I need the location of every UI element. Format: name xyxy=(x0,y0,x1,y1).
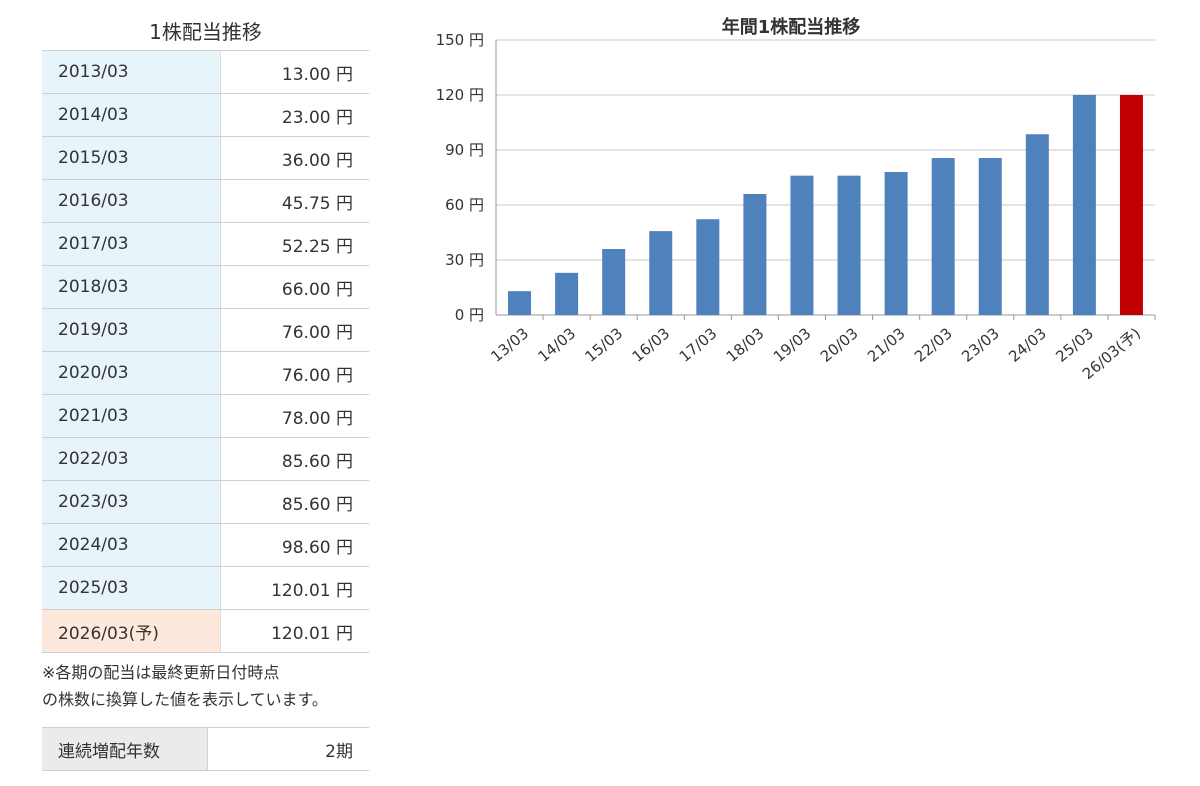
period-cell: 2020/03 xyxy=(42,351,221,395)
streak-table: 連続増配年数 2期 xyxy=(42,727,369,771)
x-tick-label: 15/03 xyxy=(582,324,627,366)
x-tick-label: 21/03 xyxy=(864,324,909,366)
y-tick-label: 60 円 xyxy=(445,196,484,214)
x-tick-label: 22/03 xyxy=(911,324,956,366)
dividend-value-cell: 76.00 円 xyxy=(220,308,369,352)
x-tick-label: 20/03 xyxy=(817,324,862,366)
dividend-bar xyxy=(884,172,908,315)
period-cell: 2022/03 xyxy=(42,437,221,481)
period-cell: 2014/03 xyxy=(42,93,221,137)
dividend-value-cell: 120.01 円 xyxy=(220,609,369,653)
dividend-bar xyxy=(837,175,861,315)
dividend-bar xyxy=(790,175,814,315)
y-tick-labels: 0 円 30 円 60 円 90 円 120 円 150 円 xyxy=(436,31,484,324)
table-row: 2023/03 85.60 円 xyxy=(42,480,369,524)
dividend-value-cell: 23.00 円 xyxy=(220,93,369,137)
dividend-bar xyxy=(696,219,720,315)
chart-title: 年間1株配当推移 xyxy=(722,16,861,38)
table-row: 2016/03 45.75 円 xyxy=(42,179,369,223)
x-tick-label: 16/03 xyxy=(629,324,674,366)
dividend-table-panel: 1株配当推移 2013/03 13.00 円 2014/03 23.00 円 2015/… xyxy=(42,10,369,713)
dividend-bar xyxy=(931,158,955,315)
table-row: 2022/03 85.60 円 xyxy=(42,437,369,481)
dividend-value-cell: 13.00 円 xyxy=(220,50,369,94)
table-row: 2013/03 13.00 円 xyxy=(42,50,369,94)
period-cell: 2023/03 xyxy=(42,480,221,524)
dividend-chart: 年間1株配当推移 0 円 30 円 60 円 90 円 120 円 150 円 13/03… xyxy=(380,0,1180,420)
y-tick-label: 150 円 xyxy=(436,31,484,49)
period-cell: 2019/03 xyxy=(42,308,221,352)
x-tick-label: 13/03 xyxy=(487,324,532,366)
period-cell: 2017/03 xyxy=(42,222,221,266)
dividend-value-cell: 45.75 円 xyxy=(220,179,369,223)
dividend-value-cell: 36.00 円 xyxy=(220,136,369,180)
dividend-bar xyxy=(649,231,673,315)
period-cell: 2018/03 xyxy=(42,265,221,309)
period-cell: 2026/03(予) xyxy=(42,609,221,653)
y-tick-label: 30 円 xyxy=(445,251,484,269)
dividend-value-cell: 120.01 円 xyxy=(220,566,369,610)
dividend-bar xyxy=(743,194,767,315)
streak-label: 連続増配年数 xyxy=(42,727,208,771)
table-row: 2018/03 66.00 円 xyxy=(42,265,369,309)
x-tick-label: 23/03 xyxy=(958,324,1003,366)
chart-svg: 年間1株配当推移 0 円 30 円 60 円 90 円 120 円 150 円 13/03… xyxy=(436,16,1156,383)
dividend-value-cell: 98.60 円 xyxy=(220,523,369,567)
period-cell: 2015/03 xyxy=(42,136,221,180)
dividend-value-cell: 66.00 円 xyxy=(220,265,369,309)
dividend-value-cell: 85.60 円 xyxy=(220,437,369,481)
period-cell: 2013/03 xyxy=(42,50,221,94)
streak-value: 2期 xyxy=(207,727,369,771)
dividend-value-cell: 76.00 円 xyxy=(220,351,369,395)
period-cell: 2021/03 xyxy=(42,394,221,438)
x-tick-labels: 13/03 14/03 15/03 16/03 17/03 18/03 19/03 20/03… xyxy=(487,324,1144,383)
dividend-bar xyxy=(1025,134,1049,315)
dividend-bar xyxy=(508,291,532,315)
x-tick-label: 18/03 xyxy=(723,324,768,366)
dividend-table: 2013/03 13.00 円 2014/03 23.00 円 2015/03 36.00… xyxy=(42,50,369,653)
table-row: 2017/03 52.25 円 xyxy=(42,222,369,266)
table-row: 2020/03 76.00 円 xyxy=(42,351,369,395)
axes xyxy=(495,40,1156,320)
table-row: 2019/03 76.00 円 xyxy=(42,308,369,352)
table-row: 2025/03 120.01 円 xyxy=(42,566,369,610)
grid-lines xyxy=(496,39,1155,316)
table-row: 2026/03(予) 120.01 円 xyxy=(42,609,369,653)
period-cell: 2024/03 xyxy=(42,523,221,567)
table-title: 1株配当推移 xyxy=(149,20,262,44)
table-row: 2021/03 78.00 円 xyxy=(42,394,369,438)
x-tick-label: 17/03 xyxy=(676,324,721,366)
note-line-2: の株数に換算した値を表示しています。 xyxy=(42,690,328,709)
x-tick-label: 19/03 xyxy=(770,324,815,366)
dividend-bar xyxy=(1072,94,1096,316)
period-cell: 2025/03 xyxy=(42,566,221,610)
y-tick-label: 0 円 xyxy=(455,306,484,324)
table-row: 2015/03 36.00 円 xyxy=(42,136,369,180)
y-tick-label: 90 円 xyxy=(445,141,484,159)
dividend-value-cell: 85.60 円 xyxy=(220,480,369,524)
dividend-value-cell: 52.25 円 xyxy=(220,222,369,266)
y-tick-label: 120 円 xyxy=(436,86,484,104)
note-line-1: ※各期の配当は最終更新日付時点 xyxy=(42,663,280,682)
x-tick-label: 24/03 xyxy=(1005,324,1050,366)
dividend-value-cell: 78.00 円 xyxy=(220,394,369,438)
table-note: ※各期の配当は最終更新日付時点 の株数に換算した値を表示しています。 xyxy=(42,659,369,713)
table-row: 2014/03 23.00 円 xyxy=(42,93,369,137)
dividend-bar xyxy=(978,158,1002,315)
streak-row: 連続増配年数 2期 xyxy=(42,727,369,771)
table-row: 2024/03 98.60 円 xyxy=(42,523,369,567)
bars xyxy=(508,94,1143,316)
dividend-bar xyxy=(602,249,626,315)
period-cell: 2016/03 xyxy=(42,179,221,223)
dividend-bar xyxy=(555,272,579,315)
forecast-bar xyxy=(1119,94,1143,316)
x-tick-label: 14/03 xyxy=(534,324,579,366)
